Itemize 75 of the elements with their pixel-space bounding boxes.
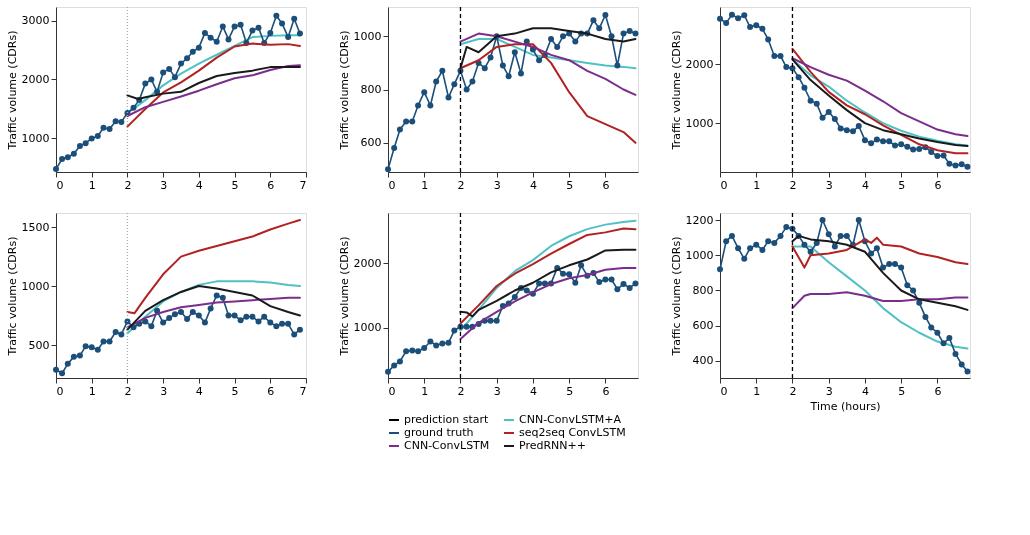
- y-axis-title: Traffic volume (CDRs): [669, 30, 683, 151]
- y-axis-title: Traffic volume (CDRs): [5, 236, 19, 357]
- x-tick-label: 4: [529, 384, 537, 398]
- x-tick-label: 1: [88, 178, 96, 192]
- x-tick-label: 1: [753, 178, 761, 192]
- x-tick-label: 2: [457, 384, 465, 398]
- y-tick-label: 1200: [685, 213, 714, 227]
- x-tick-label: 0: [388, 384, 396, 398]
- y-axis-title: Traffic volume (CDRs): [337, 30, 351, 151]
- legend-label: ground truth: [404, 426, 474, 439]
- x-tick-label: 4: [861, 178, 869, 192]
- y-axis-title: Traffic volume (CDRs): [337, 236, 351, 357]
- y-tick-label: 600: [360, 136, 382, 150]
- y-tick-label: 800: [360, 83, 382, 96]
- x-tick-label: 3: [825, 178, 833, 192]
- x-tick-label: 1: [421, 384, 429, 398]
- x-tick-label: 1: [421, 178, 429, 192]
- x-tick-label: 6: [934, 384, 942, 398]
- legend-label: CNN-ConvLSTM+A: [519, 413, 622, 426]
- x-tick-label: 0: [388, 178, 396, 192]
- x-tick-label: 6: [602, 384, 610, 398]
- x-tick-label: 1: [753, 384, 761, 398]
- x-tick-label: 0: [720, 384, 728, 398]
- x-tick-label: 5: [566, 384, 574, 398]
- y-tick-label: 1500: [21, 220, 50, 234]
- legend-label: CNN-ConvLSTM: [404, 439, 490, 452]
- x-tick-label: 6: [267, 178, 275, 192]
- y-tick-label: 2000: [353, 256, 382, 270]
- y-tick-label: 600: [692, 319, 714, 333]
- y-tick-label: 500: [28, 338, 50, 352]
- x-tick-label: 3: [493, 384, 501, 398]
- x-tick-label: 6: [267, 384, 275, 398]
- y-tick-label: 1000: [353, 321, 382, 335]
- x-tick-label: 0: [56, 178, 64, 192]
- y-axis-title: Traffic volume (CDRs): [669, 236, 683, 357]
- x-tick-label: 2: [789, 178, 797, 192]
- x-tick-label: 5: [898, 178, 906, 192]
- y-tick-label: 1000: [685, 248, 714, 262]
- x-tick-label: 7: [299, 384, 307, 398]
- x-tick-label: 0: [720, 178, 728, 192]
- y-tick-label: 1000: [21, 131, 50, 145]
- x-tick-label: 5: [231, 178, 239, 192]
- x-tick-label: 2: [789, 384, 797, 398]
- x-axis-title: Time (hours): [809, 399, 881, 413]
- y-tick-label: 2000: [21, 72, 50, 86]
- legend-label: PredRNN++: [519, 439, 587, 452]
- x-tick-label: 2: [457, 178, 465, 192]
- x-tick-label: 4: [195, 384, 203, 398]
- x-tick-label: 6: [934, 178, 942, 192]
- x-tick-label: 5: [231, 384, 239, 398]
- x-tick-label: 3: [493, 178, 501, 192]
- legend-label: seq2seq ConvLSTM: [519, 426, 626, 439]
- x-tick-label: 4: [861, 384, 869, 398]
- x-tick-label: 0: [56, 384, 64, 398]
- y-tick-label: 400: [692, 354, 714, 368]
- x-tick-label: 3: [825, 384, 833, 398]
- y-tick-label: 1000: [21, 279, 50, 293]
- y-tick-label: 2000: [685, 57, 714, 71]
- x-tick-label: 4: [529, 178, 537, 192]
- x-tick-label: 1: [88, 384, 96, 398]
- x-tick-label: 3: [160, 384, 168, 398]
- x-tick-label: 5: [898, 384, 906, 398]
- legend-label: prediction start: [404, 413, 489, 426]
- x-tick-label: 3: [160, 178, 168, 192]
- x-tick-label: 2: [124, 384, 132, 398]
- y-tick-label: 800: [692, 283, 714, 297]
- y-tick-label: 1000: [685, 116, 714, 130]
- x-tick-label: 7: [299, 178, 307, 192]
- x-tick-label: 6: [602, 178, 610, 192]
- y-tick-label: 1000: [353, 29, 382, 43]
- y-axis-title: Traffic volume (CDRs): [5, 30, 19, 151]
- x-tick-label: 5: [566, 178, 574, 192]
- x-tick-label: 2: [124, 178, 132, 192]
- y-tick-label: 3000: [21, 14, 50, 28]
- x-tick-label: 4: [195, 178, 203, 192]
